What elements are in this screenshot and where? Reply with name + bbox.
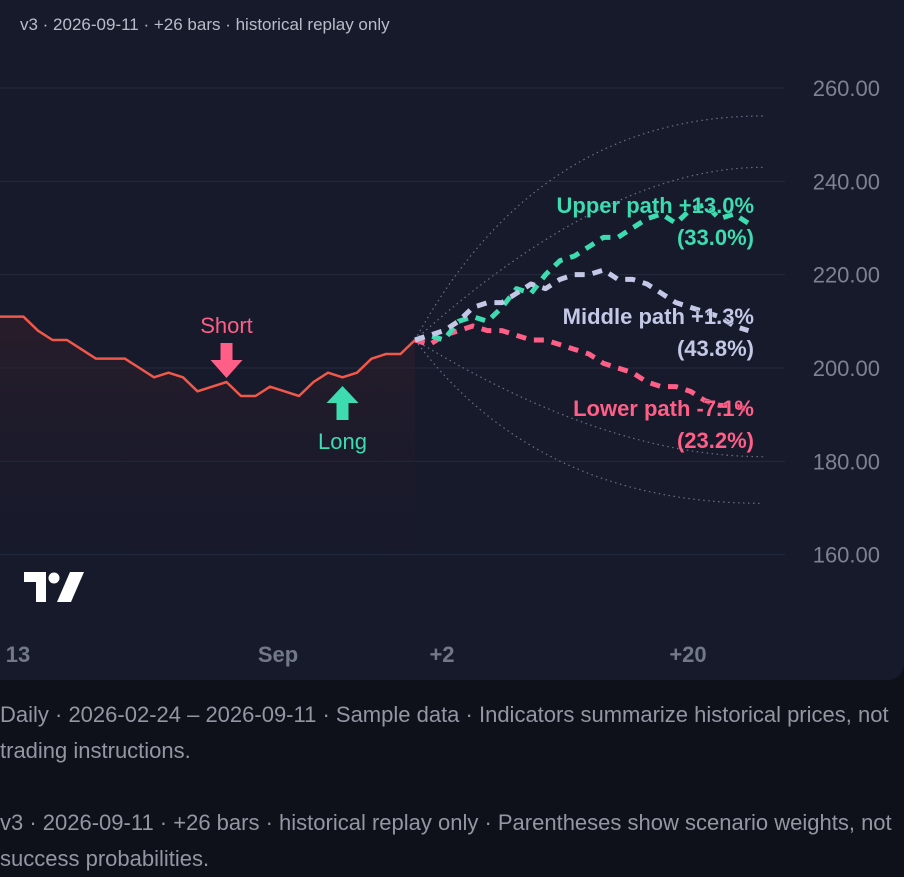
short-signal-arrow-icon bbox=[210, 343, 243, 378]
chart-header-label: v3 · 2026-09-11 · +26 bars · historical … bbox=[20, 15, 390, 34]
scenario-label-lower: Lower path -7.1% bbox=[573, 396, 754, 421]
band-lower-outer bbox=[414, 339, 764, 504]
long-signal-label: Long bbox=[318, 429, 367, 454]
scenario-weight-middle: (43.8%) bbox=[677, 336, 754, 361]
y-tick-label: 200.00 bbox=[813, 356, 880, 381]
scenario-weight-upper: (33.0%) bbox=[677, 225, 754, 250]
tradingview-logo-icon bbox=[24, 572, 84, 602]
band-upper-outer bbox=[414, 115, 764, 341]
long-signal-arrow-icon bbox=[326, 386, 359, 420]
short-signal-label: Short bbox=[200, 313, 253, 338]
y-tick-label: 240.00 bbox=[813, 169, 880, 194]
forecast-chart[interactable]: Short Long Upper path +13.0% (33.0%) Middle… bbox=[0, 0, 904, 680]
y-tick-label: 260.00 bbox=[813, 76, 880, 101]
x-tick-label: +20 bbox=[669, 642, 706, 667]
x-tick-label: 13 bbox=[6, 642, 30, 667]
y-tick-label: 160.00 bbox=[813, 543, 880, 568]
y-tick-label: 220.00 bbox=[813, 263, 880, 288]
scenario-path-middle bbox=[414, 267, 750, 343]
scenario-label-upper: Upper path +13.0% bbox=[557, 193, 754, 218]
scenario-path-lower bbox=[414, 323, 750, 413]
chart-card: v3 · 2026-09-11 · +26 bars · historical … bbox=[0, 0, 904, 680]
price-area bbox=[0, 316, 415, 551]
price-line bbox=[0, 315, 416, 398]
x-tick-label: Sep bbox=[258, 642, 298, 667]
caption-data-note: Daily · 2026-02-24 – 2026-09-11 · Sample… bbox=[0, 702, 889, 763]
scenario-label-middle: Middle path +1.3% bbox=[563, 304, 754, 329]
scenario-weight-lower: (23.2%) bbox=[677, 428, 754, 453]
y-tick-label: 180.00 bbox=[813, 449, 880, 474]
x-tick-label: +2 bbox=[429, 642, 454, 667]
caption-scenario-note: v3 · 2026-09-11 · +26 bars · historical … bbox=[0, 810, 892, 871]
